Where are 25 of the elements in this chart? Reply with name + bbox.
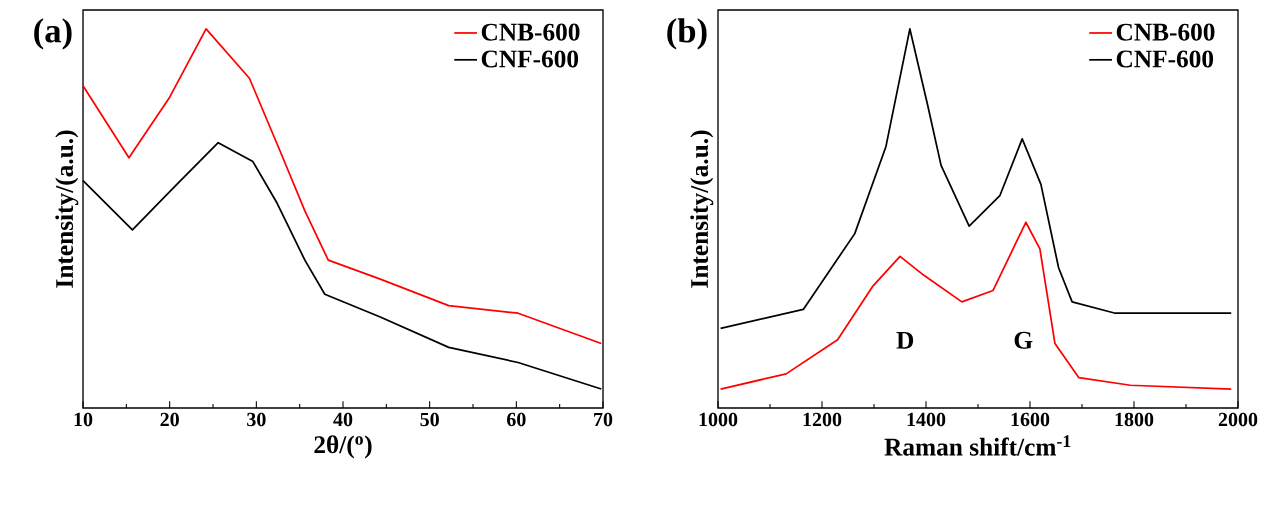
x-tick-label: 1200 [803, 412, 842, 427]
x-tick-label: 40 [333, 412, 353, 427]
x-tick-label: 2000 [1218, 412, 1258, 427]
x-tick-label: 70 [594, 412, 613, 427]
legend-label: CNF-600 [1116, 50, 1214, 68]
x-tick-label: 60 [507, 412, 526, 427]
y-axis-title: Intensity/(a.u.) [690, 130, 714, 288]
x-tick-label: 20 [160, 412, 179, 427]
annotation: G [1014, 331, 1033, 349]
x-tick-label: 1400 [907, 412, 946, 427]
x-tick-label: 10 [74, 412, 93, 427]
text: (b) [667, 18, 707, 50]
legend-label: CNF-600 [481, 50, 579, 68]
x-tick-label: 30 [247, 412, 266, 427]
x-tick-label: 1600 [1011, 412, 1050, 427]
legend-label: CNB-600 [481, 23, 580, 41]
y-axis-title: Intensity/(a.u.) [55, 130, 79, 288]
x-tick-label: 50 [420, 412, 439, 427]
text: (a) [34, 18, 72, 50]
annotation: D [896, 332, 914, 349]
legend-label: CNB-600 [1116, 23, 1215, 41]
x-tick-label: 1000 [699, 412, 738, 427]
x-axis-title: 2θ/($^{o}$) [314, 435, 372, 459]
x-axis-title: Raman shift/cm$^{-1}$ [884, 435, 1071, 456]
x-tick-label: 1800 [1115, 412, 1154, 427]
